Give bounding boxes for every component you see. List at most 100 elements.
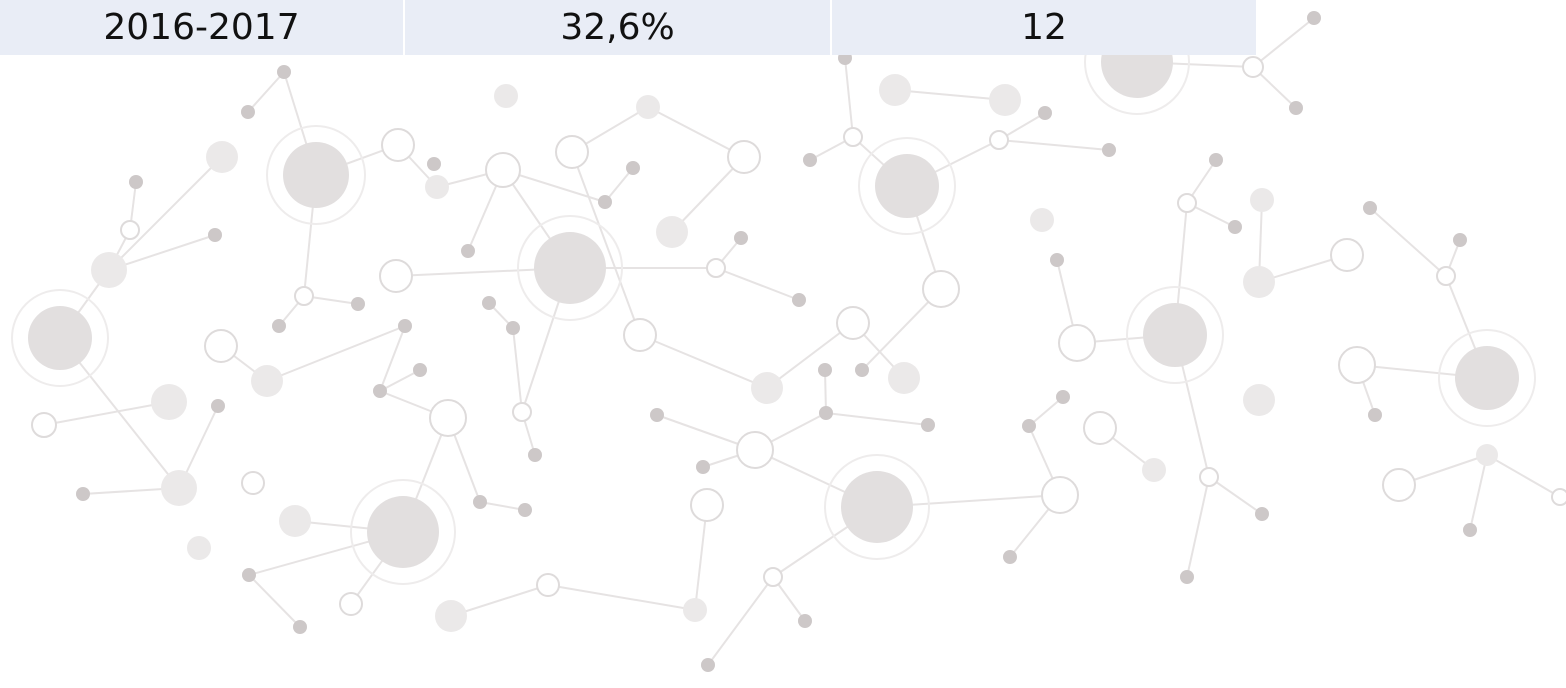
network-background: [0, 0, 1566, 688]
data-table: 2016-2017 32,6% 12: [0, 0, 1256, 55]
node-dot: [696, 460, 710, 474]
node-dot: [1209, 153, 1223, 167]
node-dot: [1050, 253, 1064, 267]
network-edge: [895, 90, 1005, 100]
node-dot: [129, 175, 143, 189]
network-edge: [640, 335, 767, 388]
node-dot: [798, 614, 812, 628]
node-dot: [1307, 11, 1321, 25]
node-dot: [1003, 550, 1017, 564]
network-edge: [513, 328, 522, 412]
node-dot: [351, 297, 365, 311]
node-open: [1383, 469, 1415, 501]
network-edge: [1470, 455, 1487, 530]
node-open: [121, 221, 139, 239]
node-dot: [76, 487, 90, 501]
node-dot: [650, 408, 664, 422]
node-open: [1331, 239, 1363, 271]
network-edge: [267, 326, 405, 381]
network-edge: [109, 157, 222, 270]
node-dot: [528, 448, 542, 462]
node-dot: [272, 319, 286, 333]
node-dot: [792, 293, 806, 307]
node-large: [367, 496, 439, 568]
node-medium: [161, 470, 197, 506]
node-medium: [1142, 458, 1166, 482]
node-medium: [91, 252, 127, 288]
node-dot: [482, 296, 496, 310]
node-open: [1339, 347, 1375, 383]
node-dot: [211, 399, 225, 413]
node-large: [1455, 346, 1519, 410]
node-dot: [413, 363, 427, 377]
network-edge: [44, 402, 169, 425]
node-large: [283, 142, 349, 208]
network-edge: [1487, 455, 1560, 497]
page: {"table": {"rows": [["2016-2017", "32,6%…: [0, 0, 1566, 688]
node-dot: [461, 244, 475, 258]
node-medium: [879, 74, 911, 106]
node-open: [837, 307, 869, 339]
node-open: [32, 413, 56, 437]
node-medium: [425, 175, 449, 199]
node-open: [1243, 57, 1263, 77]
node-medium: [1243, 384, 1275, 416]
node-open: [844, 128, 862, 146]
node-open: [1084, 412, 1116, 444]
node-dot: [803, 153, 817, 167]
node-medium: [1243, 266, 1275, 298]
network-edge: [1187, 477, 1209, 577]
node-dot: [427, 157, 441, 171]
network-edge: [380, 326, 405, 391]
node-dot: [241, 105, 255, 119]
node-dot: [1228, 220, 1242, 234]
node-dot: [818, 363, 832, 377]
node-medium: [187, 536, 211, 560]
node-dot: [293, 620, 307, 634]
table-cell: 32,6%: [404, 0, 831, 55]
node-dot: [626, 161, 640, 175]
node-dot: [373, 384, 387, 398]
node-dot: [1368, 408, 1382, 422]
node-dot: [1056, 390, 1070, 404]
node-open: [205, 330, 237, 362]
node-open: [691, 489, 723, 521]
network-edge: [845, 58, 853, 137]
node-dot: [1180, 570, 1194, 584]
network-edge: [548, 585, 695, 610]
node-open: [380, 260, 412, 292]
node-dot: [398, 319, 412, 333]
network-edge: [716, 268, 799, 300]
table-cell: 2016-2017: [0, 0, 404, 55]
node-dot: [1255, 507, 1269, 521]
node-open: [1042, 477, 1078, 513]
node-dot: [473, 495, 487, 509]
network-edge: [999, 140, 1109, 150]
node-dot: [734, 231, 748, 245]
node-medium: [206, 141, 238, 173]
node-large: [534, 232, 606, 304]
node-medium: [435, 600, 467, 632]
node-open: [1552, 489, 1566, 505]
node-open: [1059, 325, 1095, 361]
node-medium: [656, 216, 688, 248]
node-medium: [683, 598, 707, 622]
node-dot: [1453, 233, 1467, 247]
node-dot: [518, 503, 532, 517]
node-dot: [1102, 143, 1116, 157]
node-open: [990, 131, 1008, 149]
node-open: [340, 593, 362, 615]
node-medium: [989, 84, 1021, 116]
node-large: [841, 471, 913, 543]
table-row: 2016-2017 32,6% 12: [0, 0, 1256, 55]
node-medium: [1250, 188, 1274, 212]
node-open: [728, 141, 760, 173]
node-dot: [506, 321, 520, 335]
node-dot: [1022, 419, 1036, 433]
node-medium: [888, 362, 920, 394]
network-edge: [249, 575, 300, 627]
node-open: [242, 472, 264, 494]
node-open: [923, 271, 959, 307]
network-edge: [1370, 208, 1446, 276]
node-open: [1200, 468, 1218, 486]
